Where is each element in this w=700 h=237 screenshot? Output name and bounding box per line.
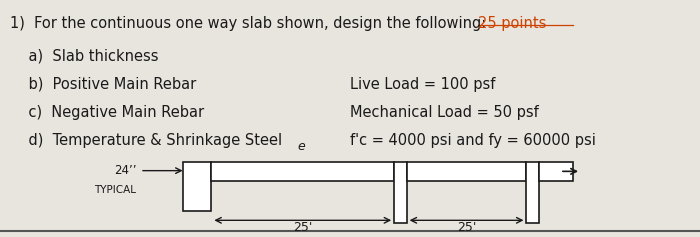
Bar	[394, 162, 407, 223]
Text: Mechanical Load = 50 psf: Mechanical Load = 50 psf	[350, 105, 539, 120]
Text: Live Load = 100 psf: Live Load = 100 psf	[350, 77, 496, 92]
Text: 1)  For the continuous one way slab shown, design the following:: 1) For the continuous one way slab shown…	[10, 16, 491, 31]
Text: 25': 25'	[293, 221, 312, 234]
Text: e: e	[297, 140, 305, 153]
Text: 25 points: 25 points	[478, 16, 547, 31]
Bar	[539, 162, 573, 181]
Text: f'c = 4000 psi and fy = 60000 psi: f'c = 4000 psi and fy = 60000 psi	[350, 133, 596, 148]
Text: TYPICAL: TYPICAL	[94, 185, 136, 195]
Text: b)  Positive Main Rebar: b) Positive Main Rebar	[10, 77, 197, 92]
Text: 25': 25'	[457, 221, 476, 234]
Bar	[526, 162, 539, 223]
Text: c)  Negative Main Rebar: c) Negative Main Rebar	[10, 105, 204, 120]
Bar	[211, 162, 394, 181]
Text: 24’’: 24’’	[114, 164, 136, 177]
Bar	[407, 162, 526, 181]
Text: d)  Temperature & Shrinkage Steel: d) Temperature & Shrinkage Steel	[10, 133, 283, 148]
Text: a)  Slab thickness: a) Slab thickness	[10, 49, 159, 64]
Bar	[183, 162, 211, 211]
